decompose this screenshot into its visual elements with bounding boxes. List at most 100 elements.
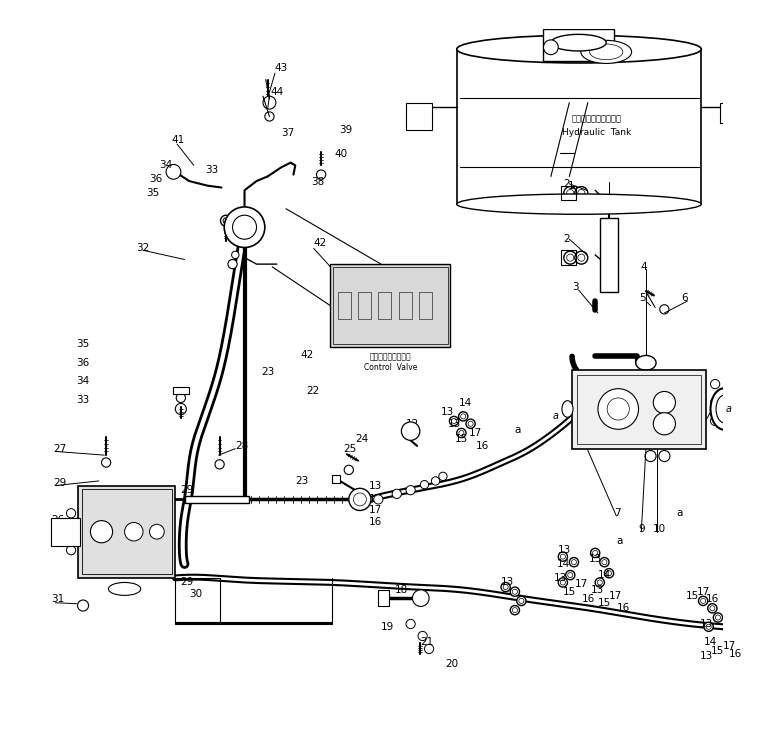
Circle shape	[604, 568, 614, 578]
Circle shape	[220, 215, 231, 226]
Text: 31: 31	[51, 594, 64, 604]
Bar	[419, 292, 432, 319]
Bar	[176, 622, 332, 624]
Circle shape	[561, 580, 565, 585]
Text: a: a	[726, 404, 732, 414]
Text: 33: 33	[205, 165, 218, 175]
Circle shape	[660, 304, 669, 314]
Text: 15: 15	[563, 586, 576, 597]
Circle shape	[710, 398, 720, 407]
Circle shape	[706, 624, 711, 630]
Text: 1: 1	[568, 181, 575, 191]
Circle shape	[176, 404, 187, 415]
Circle shape	[420, 480, 429, 489]
Bar	[720, 103, 739, 123]
Ellipse shape	[562, 401, 573, 417]
Text: 17: 17	[575, 580, 588, 589]
Text: 13: 13	[699, 651, 713, 661]
Text: Hydraulic  Tank: Hydraulic Tank	[562, 128, 632, 137]
Circle shape	[431, 477, 440, 485]
Text: 16: 16	[729, 648, 742, 659]
Text: 16: 16	[369, 518, 383, 527]
Text: 15: 15	[598, 598, 612, 608]
Bar	[358, 292, 371, 319]
Text: 19: 19	[381, 621, 394, 632]
Circle shape	[231, 251, 239, 259]
Text: 8: 8	[699, 422, 705, 433]
Text: 13: 13	[699, 619, 713, 629]
Text: Control  Valve: Control Valve	[364, 363, 417, 372]
Text: 12: 12	[406, 419, 419, 429]
Circle shape	[564, 186, 577, 199]
Text: 26: 26	[51, 515, 64, 524]
Text: 36: 36	[150, 175, 163, 184]
Bar	[379, 590, 390, 606]
Ellipse shape	[590, 44, 622, 60]
Circle shape	[567, 189, 574, 197]
Circle shape	[710, 416, 720, 426]
Text: 29: 29	[180, 577, 193, 587]
Circle shape	[510, 606, 520, 615]
Text: 34: 34	[160, 160, 173, 170]
Text: a: a	[553, 411, 558, 421]
Bar	[172, 387, 189, 394]
Circle shape	[503, 585, 508, 589]
Text: 39: 39	[339, 125, 353, 135]
Circle shape	[412, 590, 429, 606]
Text: 27: 27	[53, 444, 67, 454]
Circle shape	[67, 545, 76, 555]
Text: 3: 3	[572, 282, 579, 292]
Text: a: a	[514, 425, 521, 435]
Circle shape	[67, 509, 76, 518]
Text: 13: 13	[589, 554, 602, 565]
Text: 13: 13	[448, 419, 461, 429]
Circle shape	[439, 472, 447, 480]
Circle shape	[715, 615, 720, 620]
Bar	[561, 186, 575, 201]
Text: 35: 35	[76, 339, 89, 349]
Circle shape	[597, 580, 602, 585]
Bar	[338, 292, 350, 319]
Bar	[600, 218, 619, 292]
Circle shape	[452, 419, 456, 424]
Bar	[379, 292, 391, 319]
Circle shape	[459, 430, 464, 436]
Text: a: a	[677, 508, 683, 518]
Circle shape	[501, 583, 510, 592]
Circle shape	[401, 422, 420, 440]
Circle shape	[713, 613, 723, 622]
Circle shape	[510, 587, 520, 596]
Text: 32: 32	[136, 243, 150, 254]
Circle shape	[166, 164, 181, 179]
Circle shape	[595, 578, 604, 587]
Text: 24: 24	[355, 434, 368, 445]
Circle shape	[593, 551, 597, 556]
Circle shape	[406, 619, 416, 629]
Text: 11: 11	[782, 628, 784, 639]
Circle shape	[406, 486, 416, 495]
Text: 10: 10	[652, 524, 666, 534]
Ellipse shape	[108, 583, 140, 595]
Bar	[398, 292, 412, 319]
Text: 25: 25	[343, 444, 357, 454]
Circle shape	[513, 589, 517, 595]
Circle shape	[459, 412, 468, 421]
Bar	[78, 486, 176, 578]
Text: 17: 17	[369, 506, 383, 515]
Text: 13: 13	[558, 545, 572, 555]
Text: a: a	[616, 536, 622, 546]
Circle shape	[701, 598, 706, 604]
Circle shape	[223, 218, 229, 224]
Circle shape	[569, 557, 579, 567]
Text: 23: 23	[296, 476, 309, 486]
Circle shape	[374, 495, 383, 504]
Circle shape	[578, 189, 585, 197]
Circle shape	[513, 607, 517, 612]
Circle shape	[449, 416, 459, 426]
Circle shape	[653, 392, 676, 413]
Text: 23: 23	[261, 367, 274, 377]
Circle shape	[708, 604, 717, 613]
Text: 21: 21	[420, 637, 433, 648]
Circle shape	[543, 40, 558, 54]
Circle shape	[418, 631, 427, 641]
